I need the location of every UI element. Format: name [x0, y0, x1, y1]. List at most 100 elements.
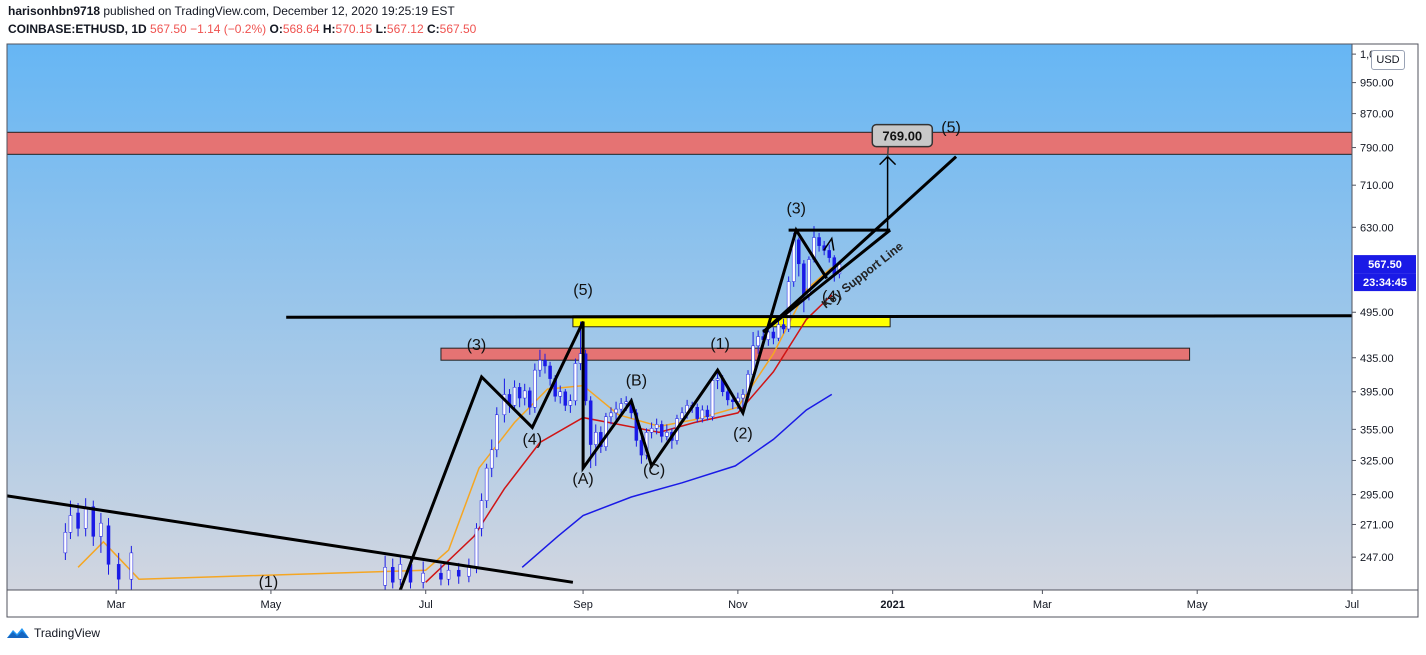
candle-body [398, 564, 403, 580]
candle [573, 358, 578, 406]
candle-body [659, 424, 664, 437]
candle [797, 237, 801, 277]
candle [609, 407, 613, 425]
candle-body [588, 400, 593, 445]
symbol-name[interactable]: COINBASE:ETHUSD, 1D [8, 22, 147, 36]
candle [700, 405, 705, 423]
y-tick-label: 395.00 [1360, 387, 1394, 399]
y-tick-label: 495.00 [1360, 307, 1394, 319]
published-text: published on TradingView.com, December 1… [103, 4, 455, 18]
candle-body [467, 567, 471, 577]
candle-body [741, 394, 745, 399]
countdown-label: 23:34:45 [1363, 277, 1407, 289]
tradingview-logo-icon [7, 628, 29, 638]
candle-body [573, 363, 578, 402]
high-value: 570.15 [335, 22, 373, 36]
wedge-lower [762, 228, 892, 334]
candle [563, 389, 568, 411]
candle [63, 523, 68, 561]
candle-body [543, 359, 547, 367]
low-label: L: [375, 22, 387, 36]
low-value: 567.12 [386, 22, 424, 36]
candle-body [495, 414, 499, 451]
candle [512, 380, 517, 411]
breakout-arrow [823, 236, 835, 251]
candle-body [654, 424, 659, 429]
candle [383, 555, 387, 590]
candle [710, 375, 715, 421]
footer-brand[interactable]: TradingView [34, 626, 101, 640]
wave-label: (3) [786, 201, 806, 218]
candle [659, 420, 664, 443]
candle-body [390, 567, 395, 583]
target-price-label: 769.00 [882, 129, 922, 144]
wave-label: (5) [941, 119, 961, 136]
candle [489, 439, 494, 478]
candle-body [106, 525, 111, 565]
candle [421, 561, 425, 589]
candle-body [502, 394, 507, 416]
candle [116, 552, 121, 590]
candle [533, 363, 537, 413]
candle-body [649, 428, 654, 433]
x-tick-label: Mar [107, 599, 126, 611]
wave-path [398, 226, 828, 590]
y-tick-label: 630.00 [1360, 222, 1394, 234]
wave-label: (4) [523, 432, 543, 449]
descending-trendline [7, 494, 574, 584]
close-label: C: [426, 22, 440, 36]
candle-body [439, 572, 443, 580]
candle-body [479, 500, 484, 529]
wave-label: (2) [733, 425, 753, 442]
candle [639, 434, 644, 464]
author-name[interactable]: harisonhbn9718 [8, 4, 101, 18]
resistance-zone [440, 347, 1191, 361]
last-price: 567.50 [150, 22, 187, 36]
candle [771, 327, 776, 345]
candle-body [797, 239, 801, 265]
candle [474, 523, 479, 574]
candle [654, 418, 659, 435]
candle-body [563, 391, 568, 406]
wave-label: (1) [710, 336, 730, 353]
candle [522, 383, 527, 406]
candle [129, 545, 134, 590]
candle-body [512, 387, 517, 406]
candle [705, 405, 710, 421]
chart-frame [6, 43, 1419, 618]
candle [528, 387, 532, 415]
wave-label: (4) [822, 289, 842, 306]
candle-body [522, 390, 527, 399]
candle-body [665, 432, 669, 437]
candle [495, 407, 499, 458]
candle-body [63, 532, 68, 554]
candle-body [484, 467, 489, 501]
candle [756, 330, 760, 354]
candle [99, 512, 103, 553]
x-tick-label: Sep [573, 599, 593, 611]
candle-body [802, 263, 806, 296]
candle-body [421, 572, 425, 583]
candle-body [710, 380, 715, 417]
currency-button[interactable]: USD [1371, 50, 1405, 70]
candle [827, 244, 831, 263]
x-tick-label: Jul [419, 599, 433, 611]
candle [604, 412, 608, 451]
y-tick-label: 271.00 [1360, 519, 1394, 531]
y-tick-label: 710.00 [1360, 180, 1394, 192]
candle [543, 353, 547, 374]
countdown-tag [1354, 273, 1416, 292]
target-callout-box[interactable] [871, 123, 934, 148]
y-tick-label: 295.00 [1360, 490, 1394, 502]
y-tick-label: 435.00 [1360, 353, 1394, 365]
candle [695, 403, 700, 423]
candle-body [705, 409, 710, 417]
x-tick-label: May [1187, 599, 1208, 611]
candle-body [538, 359, 542, 371]
x-tick-label: 2021 [880, 599, 904, 611]
candle [725, 387, 730, 406]
y-tick-label: 355.00 [1360, 424, 1394, 436]
candle-body [568, 400, 573, 406]
candle-body [91, 506, 96, 537]
